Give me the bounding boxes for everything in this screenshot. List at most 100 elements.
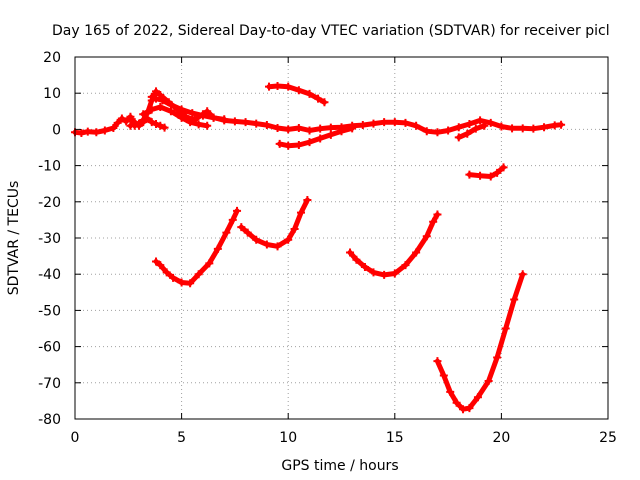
data-point <box>275 139 284 148</box>
data-point <box>152 257 161 266</box>
data-point <box>305 89 314 98</box>
y-tick-label: 0 <box>52 122 61 138</box>
data-point <box>358 121 367 130</box>
series-6 <box>454 121 489 142</box>
data-point <box>156 102 165 111</box>
data-point <box>109 123 118 132</box>
data-point <box>348 124 357 133</box>
data-point <box>243 228 252 237</box>
data-point <box>130 118 139 127</box>
data-point <box>169 273 178 282</box>
x-axis-title: GPS time / hours <box>281 458 398 474</box>
data-point <box>557 120 566 129</box>
series-line <box>153 208 240 286</box>
data-point <box>422 232 431 241</box>
axis-ticks <box>74 56 609 420</box>
data-point <box>465 404 474 413</box>
data-point <box>273 242 282 251</box>
data-point <box>186 118 195 127</box>
data-point <box>294 123 303 132</box>
data-point <box>198 111 207 120</box>
data-point <box>454 123 463 132</box>
data-point <box>284 82 293 91</box>
data-point <box>459 405 468 414</box>
y-tick-label: -50 <box>38 303 61 319</box>
data-point <box>186 279 195 288</box>
series-1 <box>126 114 169 132</box>
x-tick-label: 25 <box>599 430 617 446</box>
data-point <box>284 141 293 150</box>
data-point <box>529 124 538 133</box>
series-5 <box>275 124 357 150</box>
data-point <box>156 121 165 130</box>
data-point <box>230 117 239 126</box>
data-point <box>205 259 214 268</box>
data-point <box>380 118 389 127</box>
series-8 <box>152 206 242 288</box>
data-series <box>71 81 566 414</box>
series-10 <box>346 210 442 279</box>
data-point <box>100 126 109 135</box>
series-3 <box>139 102 212 130</box>
data-point <box>465 170 474 179</box>
data-point <box>139 118 148 127</box>
data-point <box>471 124 480 133</box>
series-9 <box>237 195 312 251</box>
data-point <box>501 324 510 333</box>
data-point <box>465 119 474 128</box>
y-tick-label: 20 <box>43 50 61 66</box>
series-2 <box>147 92 229 124</box>
x-tick-label: 20 <box>492 430 510 446</box>
data-point <box>314 94 323 103</box>
data-point <box>473 393 482 402</box>
data-point <box>177 113 186 122</box>
data-point <box>177 105 186 114</box>
chart-title: Day 165 of 2022, Sidereal Day-to-day VTE… <box>52 23 610 39</box>
data-point <box>228 215 237 224</box>
series-11 <box>433 270 527 414</box>
y-tick-label: -60 <box>38 340 61 356</box>
data-point <box>484 376 493 385</box>
data-point <box>508 124 517 133</box>
data-point <box>143 114 152 123</box>
series-line <box>456 123 487 140</box>
y-tick-label: -80 <box>38 412 61 428</box>
data-point <box>237 223 246 232</box>
x-tick-label: 0 <box>71 430 80 446</box>
data-point <box>77 129 86 138</box>
data-point <box>160 123 169 132</box>
data-point <box>433 128 442 137</box>
data-point <box>476 171 485 180</box>
data-point <box>252 235 261 244</box>
data-point <box>337 127 346 136</box>
data-point <box>241 118 250 127</box>
data-point <box>480 121 489 130</box>
y-tick-label: 10 <box>43 86 61 102</box>
data-point <box>497 122 506 131</box>
data-point <box>262 121 271 130</box>
data-point <box>401 261 410 270</box>
data-point <box>265 82 274 91</box>
data-point <box>284 235 293 244</box>
data-point <box>326 130 335 139</box>
data-point <box>454 133 463 142</box>
data-point <box>486 172 495 181</box>
data-point <box>203 121 212 130</box>
data-point <box>139 110 148 119</box>
data-point <box>452 398 461 407</box>
data-point <box>493 168 502 177</box>
data-point <box>326 123 335 132</box>
data-point <box>303 195 312 204</box>
series-0 <box>71 87 566 138</box>
data-point <box>162 268 171 277</box>
series-7 <box>465 163 508 181</box>
data-point <box>273 123 282 132</box>
data-point <box>156 261 165 270</box>
x-tick-label: 10 <box>279 430 297 446</box>
data-point <box>493 353 502 362</box>
data-point <box>233 206 242 215</box>
data-point <box>147 92 156 101</box>
data-point <box>446 387 455 396</box>
y-tick-label: -70 <box>38 376 61 392</box>
